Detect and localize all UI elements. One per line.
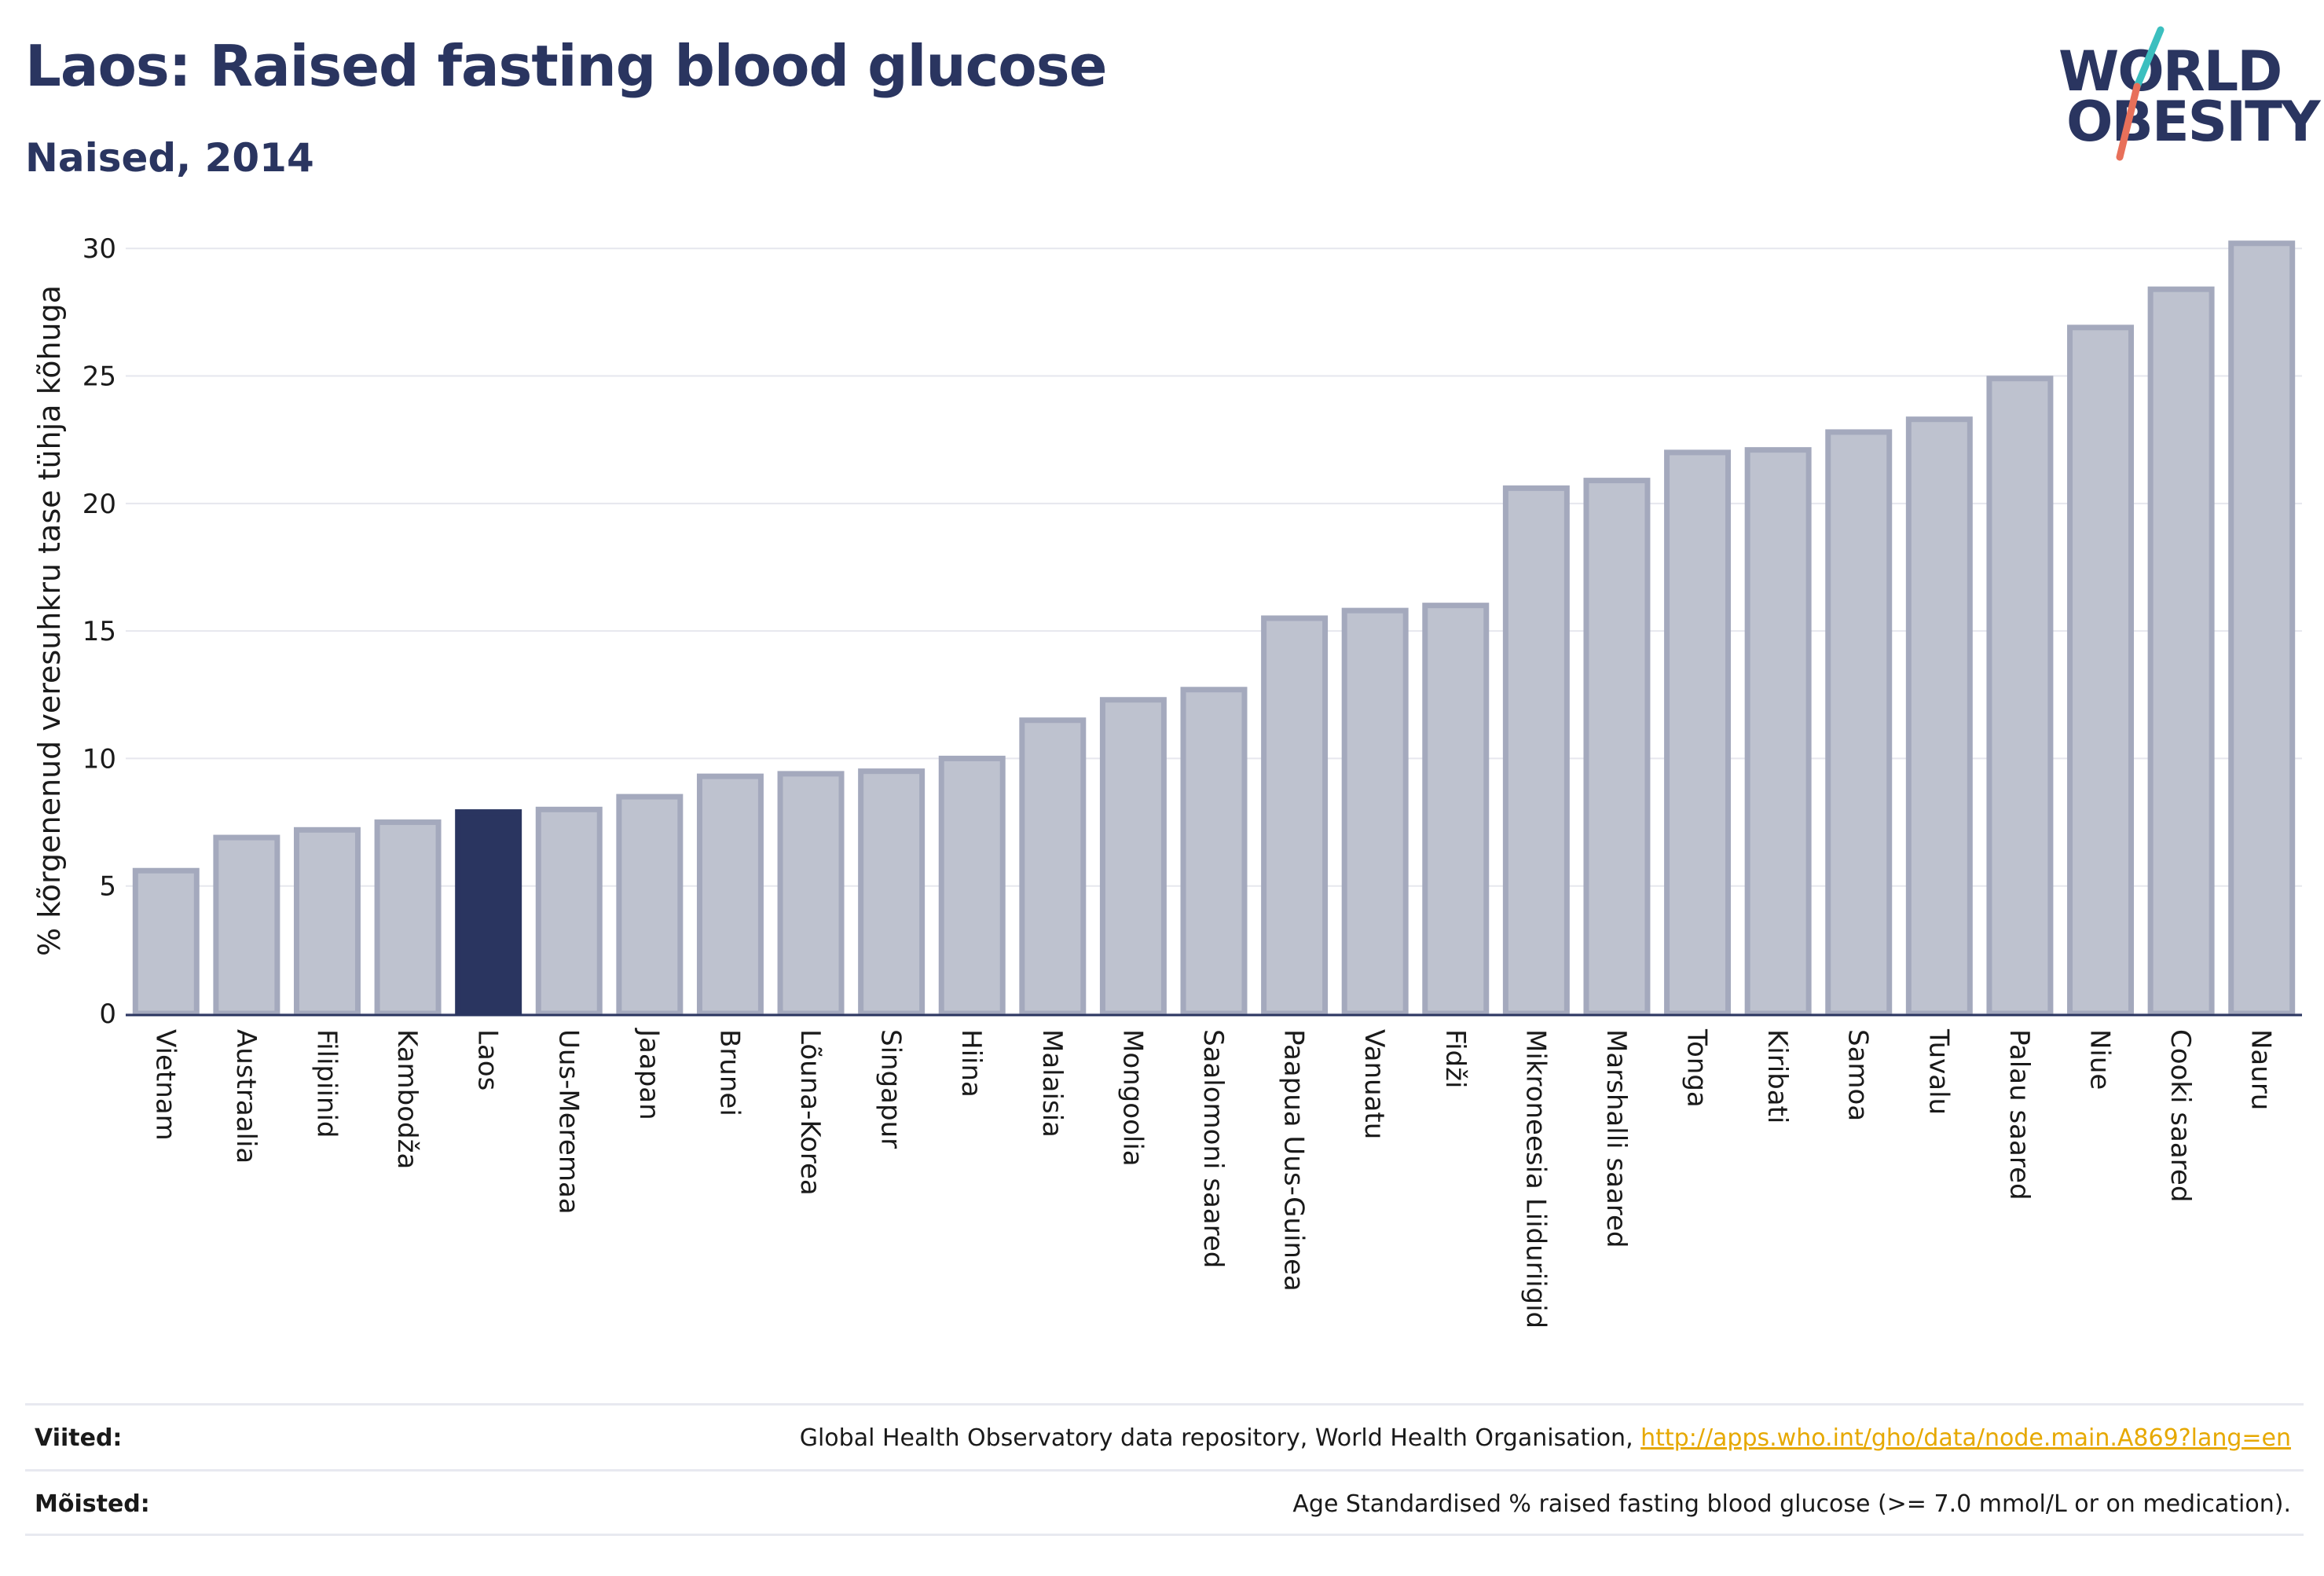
- x-category-label: Niue: [2084, 1029, 2116, 1090]
- x-category-label: Kiribati: [1761, 1029, 1793, 1123]
- x-category-label: Tuvalu: [1923, 1028, 1954, 1115]
- bar-jaapan[interactable]: [616, 793, 684, 1017]
- bar-singapur[interactable]: [858, 768, 926, 1017]
- bar-hiina[interactable]: [938, 755, 1006, 1017]
- x-category-label: Mongoolia: [1116, 1029, 1148, 1167]
- logo-slash-icon: [2116, 26, 2165, 161]
- bar-l-una-korea[interactable]: [777, 771, 845, 1017]
- x-category-label: Marshalli saared: [1600, 1029, 1632, 1248]
- x-category-label: Uus-Meremaa: [552, 1029, 584, 1215]
- bar-marshalli-saared[interactable]: [1583, 478, 1651, 1017]
- x-category-label: Brunei: [713, 1029, 745, 1116]
- bar-uus-meremaa[interactable]: [535, 806, 603, 1017]
- bar-mongoolia[interactable]: [1099, 697, 1167, 1017]
- bar-nauru[interactable]: [2228, 240, 2296, 1017]
- y-tick-label: 15: [82, 616, 116, 647]
- x-category-label: Austraalia: [230, 1029, 262, 1164]
- x-category-label: Fidži: [1439, 1029, 1471, 1088]
- definitions-label: Mõisted:: [35, 1490, 150, 1518]
- bar-kiribati[interactable]: [1744, 447, 1812, 1017]
- bar-vietnam[interactable]: [132, 867, 200, 1017]
- sources-row: Viited: Global Health Observatory data r…: [25, 1403, 2304, 1470]
- x-category-label: Lõuna-Korea: [794, 1029, 826, 1196]
- world-obesity-logo: WORLD OBESITY: [2043, 24, 2321, 165]
- bars: [132, 240, 2296, 1017]
- definitions-row: Mõisted: Age Standardised % raised fasti…: [25, 1469, 2304, 1536]
- bar-vanuatu[interactable]: [1341, 607, 1409, 1017]
- definitions-text: Age Standardised % raised fasting blood …: [1292, 1490, 2291, 1518]
- bar-tonga[interactable]: [1664, 449, 1732, 1017]
- x-category-label: Tonga: [1681, 1028, 1713, 1108]
- x-category-label: Saalomoni saared: [1197, 1029, 1229, 1268]
- bar-mikroneesia-liiduriigid[interactable]: [1502, 485, 1570, 1017]
- bar-austraalia[interactable]: [213, 834, 280, 1017]
- x-category-label: Filipiinid: [310, 1029, 342, 1138]
- bar-samoa[interactable]: [1825, 429, 1893, 1017]
- x-axis-labels: Vietnam Austraalia Filipiinid Kambodža Laos U…: [149, 1028, 2276, 1329]
- x-category-label: Palau saared: [2003, 1029, 2035, 1200]
- x-category-label: Vietnam: [149, 1029, 181, 1141]
- x-category-label: Jaapan: [633, 1028, 665, 1120]
- y-tick-label: 0: [99, 999, 116, 1030]
- y-tick-label: 10: [82, 743, 116, 775]
- bar-tuvalu[interactable]: [1905, 416, 1973, 1017]
- sources-label: Viited:: [35, 1424, 123, 1452]
- bar-paapua-uus-guinea[interactable]: [1261, 615, 1329, 1017]
- bar-cooki-saared[interactable]: [2147, 286, 2215, 1017]
- footer-divider: [25, 1534, 2304, 1536]
- sources-value: Global Health Observatory data repositor…: [800, 1424, 2291, 1452]
- bar-kambod-a[interactable]: [374, 819, 442, 1017]
- bar-niue[interactable]: [2067, 324, 2135, 1017]
- x-category-label: Cooki saared: [2165, 1029, 2196, 1202]
- bar-brunei[interactable]: [696, 773, 764, 1017]
- chart-subtitle: Naised, 2014: [25, 135, 314, 181]
- x-category-label: Laos: [472, 1029, 504, 1090]
- bar-palau-saared[interactable]: [1986, 376, 2054, 1017]
- x-category-label: Mikroneesia Liiduriigid: [1519, 1029, 1551, 1329]
- y-tick-label: 5: [99, 871, 116, 903]
- y-axis-label: % kõrgenenud veresuhkru tase tühja kõhug…: [32, 285, 67, 956]
- bar-laos[interactable]: [455, 809, 522, 1017]
- logo-line-1: WORLD: [2058, 39, 2282, 104]
- sources-text: Global Health Observatory data repositor…: [799, 1424, 1641, 1452]
- logo-line-2: OBESITY: [2066, 90, 2321, 154]
- x-category-label: Samoa: [1842, 1029, 1874, 1121]
- bar-filipiinid[interactable]: [293, 826, 361, 1017]
- y-axis-ticks: 0 5 10 15 20 25 30: [82, 233, 116, 1030]
- x-category-label: Paapua Uus-Guinea: [1278, 1029, 1310, 1292]
- bar-malaisia[interactable]: [1019, 717, 1087, 1017]
- bar-saalomoni-saared[interactable]: [1180, 687, 1248, 1017]
- x-category-label: Nauru: [2245, 1029, 2277, 1110]
- y-tick-label: 25: [82, 361, 116, 393]
- bar-fid-i[interactable]: [1422, 603, 1490, 1017]
- x-category-label: Kambodža: [391, 1029, 423, 1169]
- chart-title: Laos: Raised fasting blood glucose: [25, 33, 1107, 99]
- bar-chart: 0 5 10 15 20 25 30 Vietnam Austraalia Filipiinid…: [32, 233, 2302, 1329]
- x-category-label: Hiina: [955, 1029, 987, 1098]
- x-category-label: Singapur: [875, 1029, 907, 1149]
- sources-link[interactable]: http://apps.who.int/gho/data/node.main.A…: [1640, 1424, 2291, 1452]
- x-category-label: Vanuatu: [1358, 1029, 1390, 1139]
- x-category-label: Malaisia: [1036, 1029, 1068, 1138]
- y-tick-label: 20: [82, 489, 116, 520]
- y-tick-label: 30: [82, 233, 116, 265]
